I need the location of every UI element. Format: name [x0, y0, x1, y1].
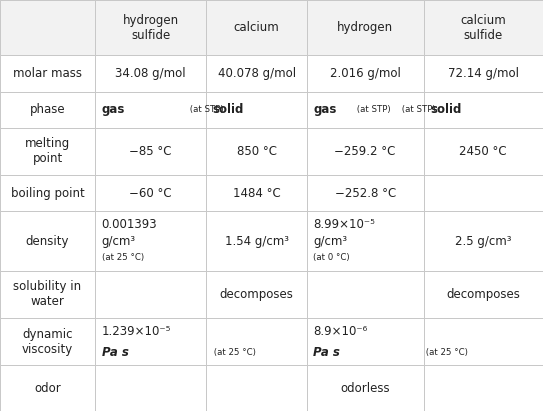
Bar [307, 318, 424, 365]
Bar [95, 175, 206, 211]
Bar [95, 271, 206, 318]
Text: Pa s: Pa s [313, 346, 340, 359]
Bar [307, 55, 424, 92]
Bar [0, 92, 95, 128]
Text: solid: solid [213, 103, 244, 116]
Text: 34.08 g/mol: 34.08 g/mol [115, 67, 186, 80]
Bar [0, 0, 95, 55]
Bar [0, 0, 95, 55]
Bar [424, 271, 543, 318]
Text: hydrogen
sulfide: hydrogen sulfide [123, 14, 179, 42]
Text: (at 25 °C): (at 25 °C) [211, 348, 256, 357]
Bar [307, 0, 424, 55]
Bar [206, 211, 307, 271]
Text: decomposes: decomposes [219, 288, 294, 301]
Text: (at STP): (at STP) [399, 105, 435, 114]
Bar [0, 175, 95, 211]
Text: (at STP): (at STP) [354, 105, 390, 114]
Text: (at 0 °C): (at 0 °C) [313, 253, 350, 262]
Bar [0, 211, 95, 271]
Text: density: density [26, 235, 70, 247]
Text: 8.9×10⁻⁶: 8.9×10⁻⁶ [313, 325, 368, 338]
Bar [95, 0, 206, 55]
Bar [95, 128, 206, 175]
Bar [424, 0, 543, 55]
Text: molar mass: molar mass [13, 67, 82, 80]
Text: hydrogen: hydrogen [337, 21, 393, 34]
Text: calcium: calcium [233, 21, 280, 34]
Bar [206, 92, 307, 128]
Bar [0, 318, 95, 365]
Text: gas: gas [313, 103, 337, 116]
Text: gas: gas [102, 103, 125, 116]
Text: −85 °C: −85 °C [129, 145, 172, 158]
Bar [307, 128, 424, 175]
Text: calcium
sulfide: calcium sulfide [460, 14, 506, 42]
Text: (at 25 °C): (at 25 °C) [422, 348, 468, 357]
Text: 2.016 g/mol: 2.016 g/mol [330, 67, 401, 80]
Bar [307, 0, 424, 55]
Text: 2.5 g/cm³: 2.5 g/cm³ [455, 235, 512, 247]
Text: 72.14 g/mol: 72.14 g/mol [448, 67, 519, 80]
Bar [95, 318, 206, 365]
Text: 1.239×10⁻⁵: 1.239×10⁻⁵ [102, 325, 171, 338]
Text: solid: solid [430, 103, 462, 116]
Bar [307, 271, 424, 318]
Bar [307, 365, 424, 411]
Bar [424, 92, 543, 128]
Text: phase: phase [30, 103, 65, 116]
Text: (at 25 °C): (at 25 °C) [102, 253, 144, 262]
Text: −252.8 °C: −252.8 °C [334, 187, 396, 200]
Text: decomposes: decomposes [446, 288, 520, 301]
Text: 850 °C: 850 °C [237, 145, 276, 158]
Text: 2450 °C: 2450 °C [459, 145, 507, 158]
Text: solubility in
water: solubility in water [14, 280, 81, 309]
Bar [0, 55, 95, 92]
Bar [0, 128, 95, 175]
Text: −259.2 °C: −259.2 °C [334, 145, 396, 158]
Bar [206, 128, 307, 175]
Bar [424, 0, 543, 55]
Text: 1.54 g/cm³: 1.54 g/cm³ [225, 235, 288, 247]
Bar [424, 128, 543, 175]
Bar [95, 211, 206, 271]
Bar [307, 92, 424, 128]
Bar [307, 175, 424, 211]
Text: g/cm³: g/cm³ [102, 235, 136, 247]
Bar [206, 175, 307, 211]
Text: Pa s: Pa s [102, 346, 128, 359]
Text: odorless: odorless [340, 382, 390, 395]
Text: melting
point: melting point [25, 137, 70, 166]
Bar [206, 271, 307, 318]
Bar [0, 271, 95, 318]
Text: odor: odor [34, 382, 61, 395]
Text: (at STP): (at STP) [187, 105, 224, 114]
Bar [206, 0, 307, 55]
Bar [206, 365, 307, 411]
Text: 0.001393: 0.001393 [102, 218, 157, 231]
Text: g/cm³: g/cm³ [313, 235, 348, 247]
Bar [95, 55, 206, 92]
Bar [424, 55, 543, 92]
Bar [206, 318, 307, 365]
Bar [206, 0, 307, 55]
Bar [424, 318, 543, 365]
Bar [0, 365, 95, 411]
Text: boiling point: boiling point [11, 187, 84, 200]
Bar [95, 92, 206, 128]
Text: 1484 °C: 1484 °C [233, 187, 280, 200]
Bar [424, 175, 543, 211]
Text: dynamic
viscosity: dynamic viscosity [22, 328, 73, 356]
Bar [206, 55, 307, 92]
Text: 8.99×10⁻⁵: 8.99×10⁻⁵ [313, 218, 375, 231]
Bar [424, 211, 543, 271]
Bar [95, 365, 206, 411]
Text: 40.078 g/mol: 40.078 g/mol [218, 67, 295, 80]
Bar [95, 0, 206, 55]
Text: −60 °C: −60 °C [129, 187, 172, 200]
Bar [307, 211, 424, 271]
Bar [424, 365, 543, 411]
